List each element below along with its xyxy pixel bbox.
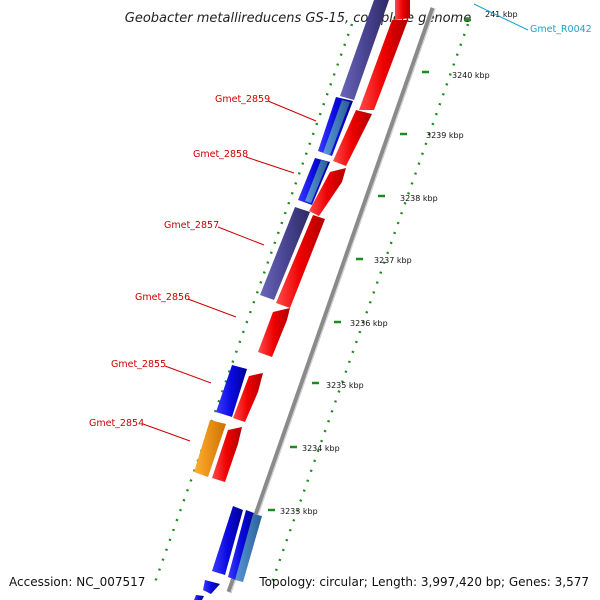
forward-gene-block[interactable]: [359, 20, 408, 110]
gene-label[interactable]: Gmet_2855: [111, 359, 166, 370]
leader-line: [217, 226, 265, 246]
tick-label: 3238 kbp: [400, 194, 438, 203]
gene-label[interactable]: Gmet_2858: [193, 149, 248, 160]
reverse-gene-block[interactable]: [340, 0, 389, 100]
reverse-gene-block[interactable]: [216, 365, 247, 417]
forward-gene-arrow[interactable]: [333, 110, 372, 166]
forward-gene-arrow[interactable]: [233, 373, 263, 422]
gene-label[interactable]: Gmet_2857: [164, 220, 219, 231]
backbone-line: [226, 7, 436, 593]
leader-line: [164, 365, 212, 384]
tick-label: 3237 kbp: [374, 256, 412, 265]
tick-label: 3240 kbp: [452, 71, 490, 80]
reverse-gene-inner[interactable]: [235, 514, 262, 582]
tick-label: 3239 kbp: [426, 131, 464, 140]
inner-tick-track: [151, 23, 354, 589]
tick-label: 241 kbp: [485, 10, 518, 19]
gene-label[interactable]: Gmet_2854: [89, 418, 144, 429]
reverse-gene-arrow[interactable]: [194, 595, 204, 600]
topology-text: Topology: circular; Length: 3,997,420 bp…: [258, 575, 589, 589]
backbone-highlight: [230, 7, 436, 593]
tick-label: 3233 kbp: [280, 507, 318, 516]
reverse-strand-features: [194, 0, 389, 600]
leader-line: [267, 100, 317, 122]
forward-strand-features: [212, 0, 410, 482]
reverse-gene-inner[interactable]: [323, 100, 350, 155]
label-leaders: [142, 3, 529, 442]
reverse-gene-block[interactable]: [228, 510, 254, 580]
leader-line: [245, 156, 295, 174]
rrna-gene-block[interactable]: [194, 420, 226, 477]
leader-line: [142, 423, 191, 442]
forward-gene-block[interactable]: [276, 215, 325, 308]
page-title: Geobacter metallireducens GS-15, complet…: [125, 11, 471, 26]
major-ticks: [268, 18, 471, 512]
tick-label: 3234 kbp: [302, 444, 340, 453]
gene-label[interactable]: Gmet_2859: [215, 94, 270, 105]
tick-label: 3236 kbp: [350, 319, 388, 328]
leader-line: [187, 298, 237, 318]
forward-gene-arrow[interactable]: [212, 427, 242, 482]
reverse-gene-block[interactable]: [260, 207, 310, 300]
reverse-gene-inner[interactable]: [305, 160, 328, 203]
reverse-gene-block[interactable]: [212, 506, 243, 575]
forward-gene-block[interactable]: [395, 0, 410, 20]
gene-label[interactable]: Gmet_2856: [135, 292, 190, 303]
accession-text: Accession: NC_007517: [9, 575, 145, 589]
gene-label[interactable]: Gmet_R0042: [530, 24, 592, 35]
tick-label: 3235 kbp: [326, 381, 364, 390]
forward-gene-arrow[interactable]: [258, 308, 290, 357]
leader-line: [473, 3, 529, 31]
forward-gene-arrow[interactable]: [309, 168, 346, 216]
reverse-gene-arrow[interactable]: [203, 580, 220, 594]
